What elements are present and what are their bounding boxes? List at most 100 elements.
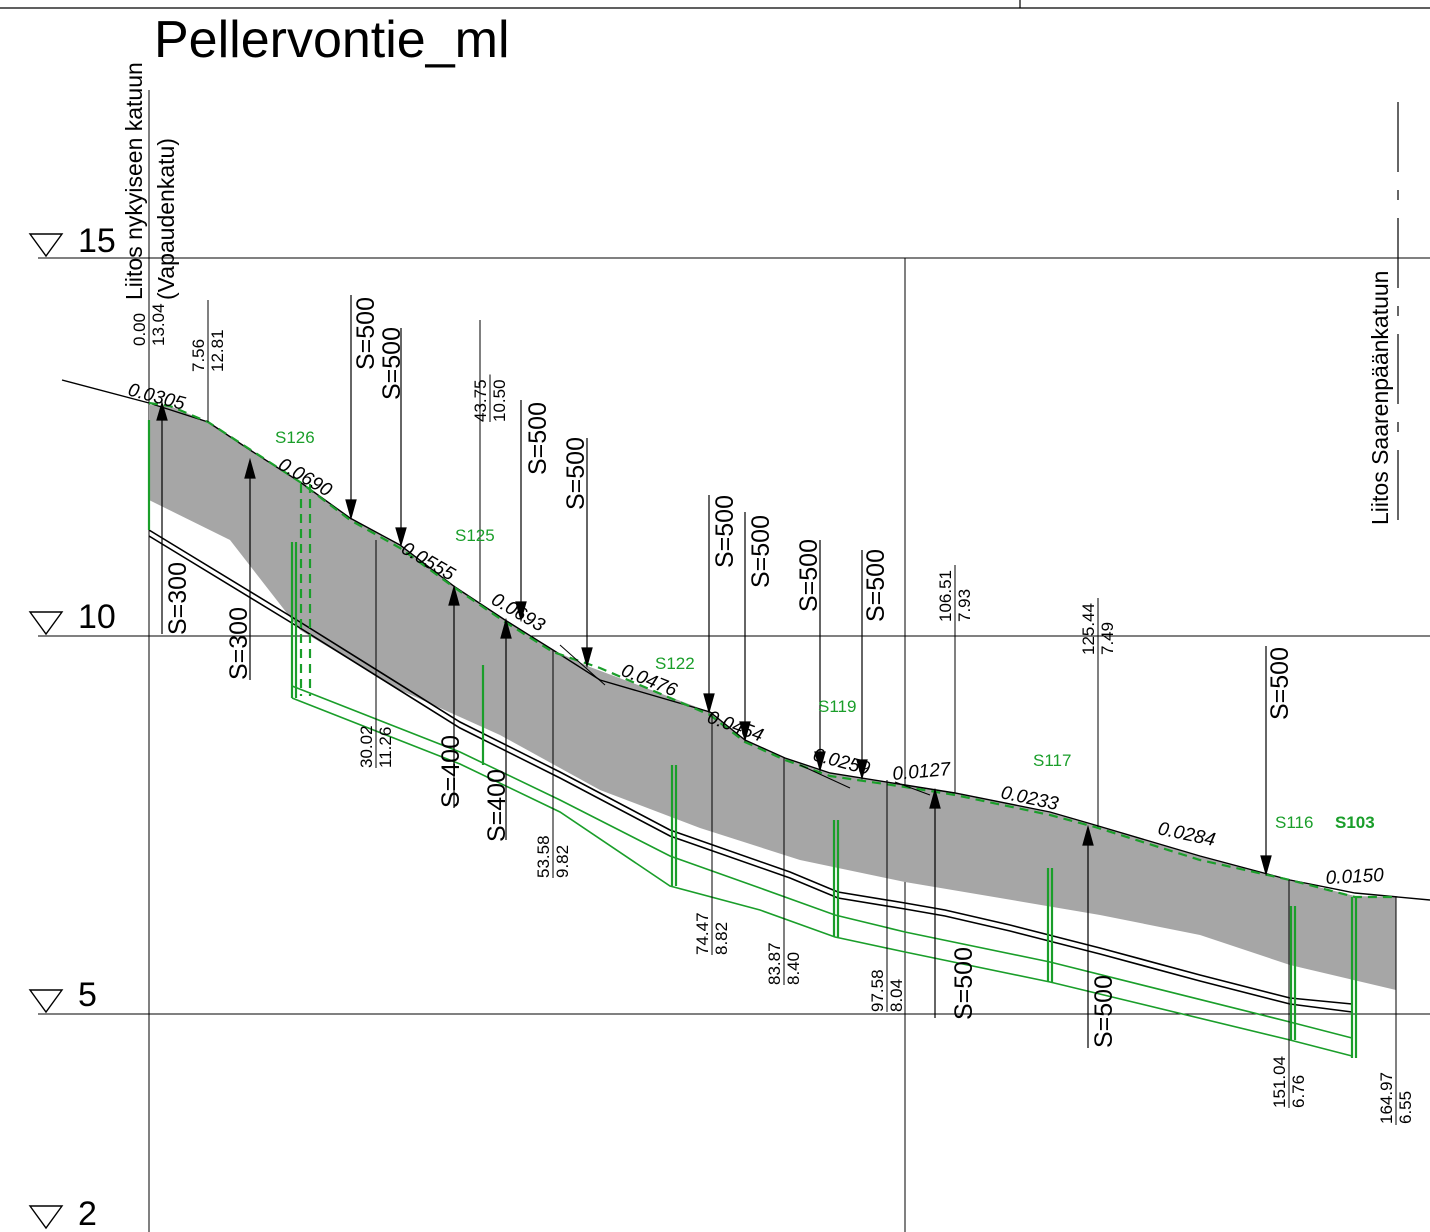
station-label: 106.51 7.93 (936, 565, 974, 622)
station-value: 151.04 (1270, 1056, 1289, 1108)
station-value: 43.75 (471, 379, 490, 422)
structure-label: S125 (455, 526, 495, 545)
vc-tangents (559, 644, 931, 796)
station-leaders (207, 300, 1397, 1125)
structure-label: S119 (818, 697, 856, 716)
arrow-down-icon (395, 527, 407, 548)
manholes (147, 420, 1358, 1058)
curve-radius-label: S=300 (164, 562, 192, 635)
pipe-crown-line (148, 529, 1353, 1005)
elevation-value: 7.93 (955, 589, 974, 622)
arrow-down-icon (345, 499, 357, 521)
station-value: 97.58 (868, 969, 887, 1012)
curve-radius-label: S=500 (378, 327, 406, 400)
arrow-up-icon (500, 617, 512, 639)
station-value: 74.47 (693, 912, 712, 955)
pipe-invert-line (148, 535, 1353, 1013)
station-label: 53.58 9.82 (534, 830, 572, 878)
end-connection-label: Liitos Saarenpäänkatuun (1367, 271, 1393, 525)
curve-radius-label: S=500 (352, 297, 380, 370)
curve-radius-label: S=500 (950, 947, 978, 1020)
structure-label: S103 (1335, 813, 1375, 832)
curve-radius-label: S=500 (795, 539, 823, 612)
elevation-value: 12.81 (208, 329, 227, 372)
arrow-down-icon (814, 751, 826, 773)
elevation-label: 10 (78, 598, 116, 636)
arrow-down-icon (739, 721, 751, 743)
arrow-up-icon (156, 400, 168, 421)
station-label: 0.00 13.04 (130, 298, 168, 346)
slope-label: 0.0150 (1325, 865, 1385, 889)
arrow-down-icon (703, 693, 715, 715)
station-label: 151.04 6.76 (1270, 1051, 1308, 1108)
station-value: 164.97 (1377, 1072, 1396, 1124)
elevation-triangle-icon (28, 611, 64, 636)
elevation-label: 2 (78, 1195, 97, 1232)
elevation-value: 6.55 (1396, 1091, 1415, 1124)
arrow-down-icon (515, 601, 527, 623)
elevation-marker-5: 5 (28, 976, 97, 1014)
curve-radius-label: S=500 (711, 495, 739, 568)
curve-radius-label: S=400 (483, 769, 511, 842)
stormwater-pipe-bottom (291, 697, 1353, 1057)
station-label: 83.87 8.40 (765, 937, 803, 985)
arrow-down-icon (856, 759, 868, 781)
structure-label: S117 (1033, 751, 1071, 770)
station-value: 30.02 (357, 725, 376, 768)
stormwater-pipe-top (291, 685, 1353, 1039)
arrow-down-icon (581, 647, 593, 669)
curve-radius-label: S=500 (862, 549, 890, 622)
elevation-marker-2: 2 (28, 1195, 97, 1232)
structure-label: S126 (275, 428, 315, 447)
station-label: 164.97 6.55 (1377, 1067, 1415, 1124)
elevation-value: 8.04 (887, 979, 906, 1012)
structure-label: S122 (655, 654, 695, 673)
elevation-triangle-icon (28, 233, 64, 258)
drawing-title: Pellervontie_ml (154, 11, 510, 69)
elevation-value: 9.82 (553, 845, 572, 878)
design-grade-line (148, 401, 1396, 899)
arrow-up-icon (929, 787, 941, 809)
curve-radius-label: S=500 (1090, 975, 1118, 1048)
station-label: 74.47 8.82 (693, 907, 731, 955)
elevation-value: 7.49 (1098, 622, 1117, 655)
slope-label: 0.0127 (892, 759, 953, 785)
curve-radius-label: S=500 (1266, 647, 1294, 720)
elevation-value: 8.82 (712, 922, 731, 955)
arrow-up-icon (244, 457, 256, 479)
fill-layer-band (149, 405, 1396, 990)
station-value: 53.58 (534, 835, 553, 878)
elevation-triangle-icon (28, 989, 64, 1014)
station-label: 7.56 12.81 (189, 324, 227, 372)
elevation-label: 5 (78, 976, 97, 1014)
station-value: 106.51 (936, 570, 955, 622)
elevation-marker-15: 15 (28, 222, 116, 260)
elevation-value: 6.76 (1289, 1075, 1308, 1108)
station-label: 125.44 7.49 (1079, 598, 1117, 655)
arrow-up-icon (448, 584, 460, 606)
station-labels: 0.00 13.04 7.56 12.81 30.02 11.26 43.75 10.50 53… (130, 298, 1415, 1124)
elevation-value: 8.40 (784, 952, 803, 985)
station-value: 7.56 (189, 339, 208, 372)
elevation-label: 15 (78, 222, 116, 260)
station-label: 30.02 11.26 (357, 720, 395, 768)
structure-label: S116 (1275, 813, 1313, 832)
elevation-value: 11.26 (376, 727, 395, 768)
station-value: 125.44 (1079, 603, 1098, 655)
station-label: 97.58 8.04 (868, 964, 906, 1012)
structure-labels: S126 S125 S122 S119 S117 S116 S103 (275, 428, 1375, 832)
start-connection-label: Liitos nykyiseen katuun (121, 62, 147, 300)
curve-radius-label: S=400 (437, 735, 465, 808)
arrow-down-icon (1260, 855, 1272, 877)
elevation-triangle-icon (28, 1205, 64, 1230)
curve-radius-label: S=500 (747, 515, 775, 588)
elevation-value: 13.04 (149, 303, 168, 346)
curve-radius-label: S=300 (225, 607, 253, 680)
curve-radius-label: S=500 (524, 402, 552, 475)
station-value: 83.87 (765, 942, 784, 985)
curve-radius-label: S=500 (562, 437, 590, 510)
curve-arrows (156, 295, 1272, 1048)
